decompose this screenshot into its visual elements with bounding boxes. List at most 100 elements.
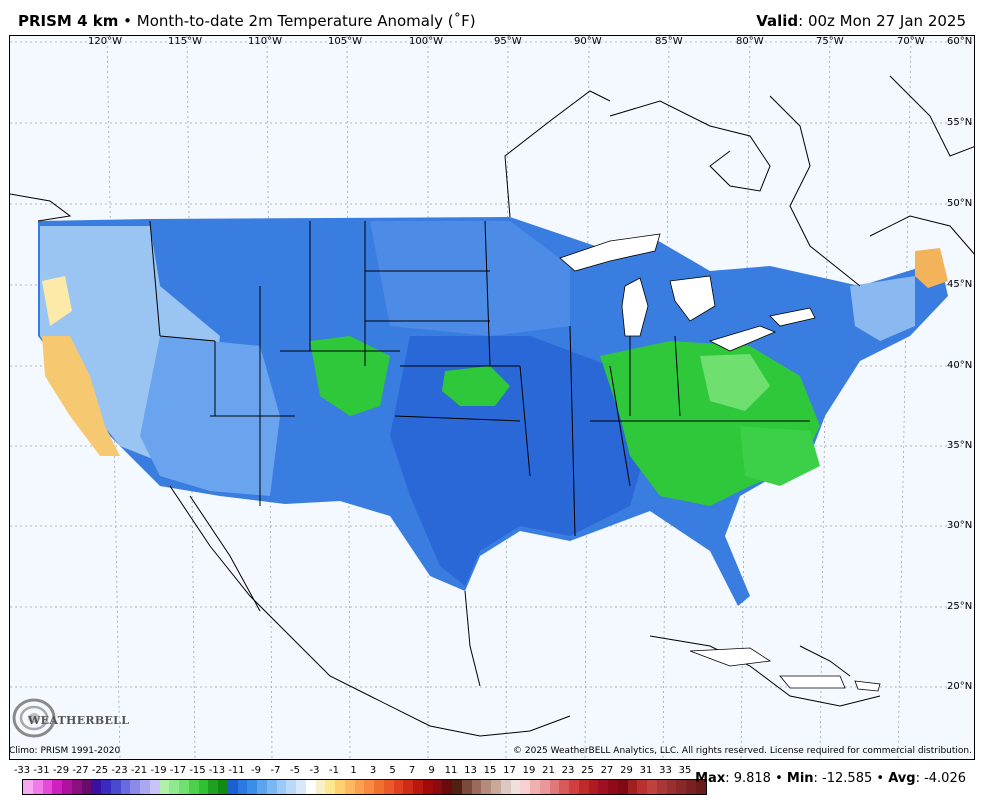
scale-swatch <box>627 780 638 794</box>
scale-swatch <box>588 780 599 794</box>
scale-label: 35 <box>678 765 692 776</box>
scale-label: -17 <box>169 765 187 776</box>
scale-label: -33 <box>13 765 31 776</box>
scale-swatch <box>374 780 384 794</box>
scale-label: 19 <box>522 765 536 776</box>
scale-swatch <box>647 780 657 794</box>
max-label: Max <box>695 771 726 786</box>
scale-swatch <box>149 780 160 794</box>
scale-swatch <box>530 780 540 794</box>
valid-value: : 00z Mon 27 Jan 2025 <box>798 12 966 30</box>
scale-label: -21 <box>130 765 148 776</box>
scale-label: 17 <box>503 765 516 776</box>
scale-label: -19 <box>150 765 167 776</box>
scale-swatch <box>101 780 111 794</box>
map-title: PRISM 4 km • Month-to-date 2m Temperatur… <box>18 12 476 30</box>
carolinas-green <box>740 426 820 486</box>
scale-swatch <box>539 780 550 794</box>
scale-swatch <box>335 780 345 794</box>
valid-label: Valid <box>756 12 799 30</box>
scale-swatch <box>656 780 667 794</box>
scale-swatch <box>383 780 394 794</box>
scale-label: 31 <box>639 765 653 776</box>
great-lakes <box>559 233 816 352</box>
ohio-valley-bright-green <box>700 354 770 411</box>
scale-label: -1 <box>329 765 339 776</box>
scale-swatch <box>403 780 413 794</box>
scale-swatch <box>432 780 443 794</box>
weatherbell-logo: WEATHERBELL <box>12 694 129 742</box>
lon-label-100w: 100°W <box>409 36 443 47</box>
scale-swatch <box>218 780 228 794</box>
min-label: Min <box>786 771 814 786</box>
scale-label: 33 <box>659 765 672 776</box>
scale-swatch <box>305 780 316 794</box>
scale-label: 1 <box>350 765 357 776</box>
lon-label-115w: 115°W <box>168 36 202 47</box>
scale-label: 3 <box>369 765 377 776</box>
scale-swatch <box>510 780 521 794</box>
lon-label-120w: 120°W <box>88 36 122 47</box>
lon-label-95w: 95°W <box>494 36 522 47</box>
scale-swatch <box>315 780 326 794</box>
stats-separator: • <box>770 771 787 786</box>
pacific-nw-warm <box>42 276 72 326</box>
lon-label-90w: 90°W <box>574 36 602 47</box>
climo-note: Climo: PRISM 1991-2020 <box>9 746 121 756</box>
california-warm <box>42 336 120 456</box>
scale-swatch <box>257 780 267 794</box>
kansas-green <box>442 366 510 406</box>
scale-label: 15 <box>483 765 497 776</box>
scale-swatch <box>676 780 686 794</box>
stats-separator: • <box>872 771 889 786</box>
scale-swatch <box>461 780 472 794</box>
scale-swatch <box>393 780 404 794</box>
scale-label: -15 <box>189 765 206 776</box>
scale-swatch <box>452 780 462 794</box>
min-value: : -12.585 <box>813 771 873 786</box>
scale-swatch <box>598 780 608 794</box>
scale-swatch <box>159 780 170 794</box>
logo-text: WEATHERBELL <box>28 714 130 727</box>
avg-value: : -4.026 <box>915 771 966 786</box>
scale-swatch <box>364 780 374 794</box>
valid-time: Valid: 00z Mon 27 Jan 2025 <box>756 12 966 30</box>
borders <box>10 75 974 737</box>
scale-swatch <box>520 780 530 794</box>
header: PRISM 4 km • Month-to-date 2m Temperatur… <box>0 0 984 34</box>
scale-swatch <box>247 780 257 794</box>
scale-swatch <box>198 780 209 794</box>
scale-swatch <box>686 780 696 794</box>
scale-swatch <box>140 780 150 794</box>
scale-label: 7 <box>408 765 416 776</box>
lat-label-45n: 45°N <box>947 279 973 290</box>
northern-plains-blue <box>370 221 570 336</box>
scale-swatch <box>62 780 72 794</box>
scale-label: 5 <box>389 765 396 776</box>
scale-label: -11 <box>228 765 245 776</box>
scale-label: 11 <box>444 765 458 776</box>
scale-swatch <box>617 780 628 794</box>
scale-swatch <box>549 780 560 794</box>
lon-label-85w: 85°W <box>655 36 683 47</box>
product-name: PRISM 4 km <box>18 12 119 30</box>
scale-swatch <box>179 780 189 794</box>
scale-swatch <box>227 780 238 794</box>
scale-swatch <box>71 780 82 794</box>
scale-swatch <box>237 780 248 794</box>
scale-swatch <box>569 780 579 794</box>
scale-swatch <box>81 780 92 794</box>
lon-label-105w: 105°W <box>328 36 362 47</box>
avg-label: Avg <box>888 771 916 786</box>
colorado-green <box>310 336 390 416</box>
scale-swatch <box>500 780 511 794</box>
lon-label-80w: 80°W <box>736 36 764 47</box>
map-subtitle: Month-to-date 2m Temperature Anomaly (˚F… <box>136 12 476 30</box>
max-value: : 9.818 <box>725 771 771 786</box>
scale-label: -5 <box>290 765 300 776</box>
scale-label: 13 <box>464 765 477 776</box>
scale-label: -29 <box>52 765 70 776</box>
scale-swatch <box>23 780 33 794</box>
scale-swatch <box>286 780 296 794</box>
lat-label-30n: 30°N <box>947 520 973 531</box>
